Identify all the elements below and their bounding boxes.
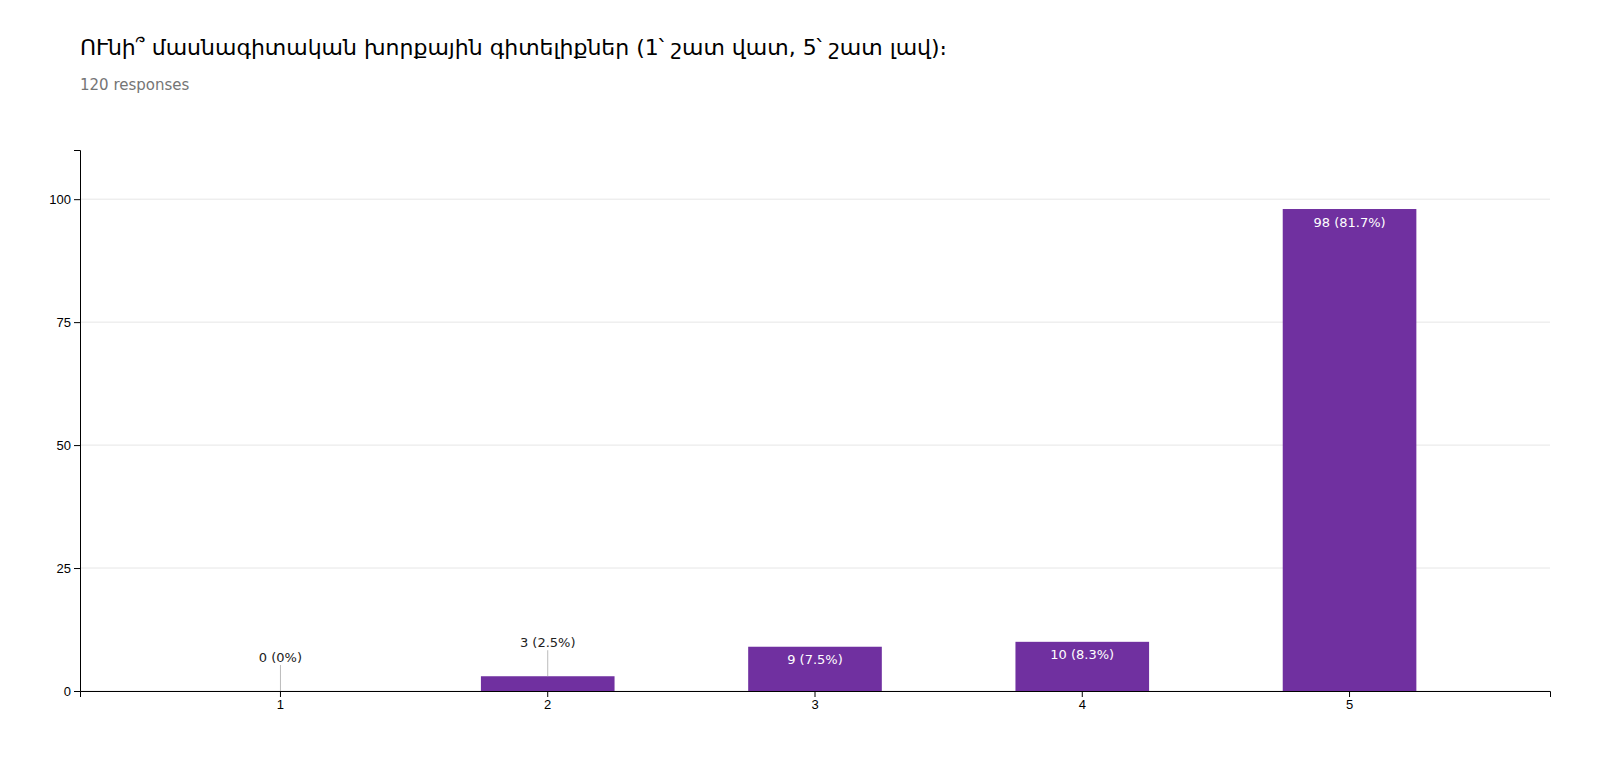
y-axis-line: [74, 151, 81, 692]
y-tick-label: 0: [64, 684, 71, 699]
data-labels: 0 (0%) 3 (2.5%) 9 (7.5%) 10 (8.3%) 98 (81.7%…: [259, 215, 1386, 691]
y-tick-label: 25: [57, 561, 71, 576]
y-tick: 100: [49, 192, 80, 207]
grid-line: [80, 199, 1550, 200]
data-label: 3 (2.5%): [520, 635, 576, 650]
y-tick-mark: [74, 445, 80, 446]
y-tick-mark: [74, 691, 80, 692]
x-tick-mark: [1082, 691, 1083, 697]
chart-svg: 0 25 50 75 100 1 2 3 4 5 0 (0%) 3 (2.5%) 9 (7.5%) 10 …: [0, 0, 1600, 761]
x-tick-mark: [280, 691, 281, 697]
y-tick: 0: [64, 684, 80, 699]
x-axis-line: [81, 692, 1551, 698]
x-tick-label: 5: [1346, 697, 1353, 712]
data-label: 9 (7.5%): [787, 652, 843, 667]
title: ՈՒնի՞ մասնագիտական խորքային գիտելիքներ (…: [80, 35, 947, 60]
x-tick-label: 2: [544, 697, 551, 712]
y-tick: 50: [57, 438, 80, 453]
subtitle: 120 responses: [80, 76, 190, 94]
label-connector: [280, 665, 281, 691]
x-axis: 1 2 3 4 5: [81, 691, 1551, 712]
x-tick-mark: [547, 691, 548, 697]
x-tick-label: 3: [811, 697, 818, 712]
x-tick-label: 1: [277, 697, 284, 712]
label-connector: [547, 650, 548, 676]
y-tick-label: 75: [57, 315, 71, 330]
data-label: 0 (0%): [259, 650, 302, 665]
bar: [481, 676, 615, 691]
y-tick: 75: [57, 315, 80, 330]
chart-container: 0 25 50 75 100 1 2 3 4 5 0 (0%) 3 (2.5%) 9 (7.5%) 10 …: [0, 0, 1600, 761]
x-tick-label: 4: [1079, 697, 1086, 712]
grid: [80, 199, 1550, 691]
y-axis: 0 25 50 75 100: [49, 151, 80, 699]
x-tick-mark: [1349, 691, 1350, 697]
x-tick: 4: [1079, 691, 1086, 712]
x-tick: 1: [277, 691, 284, 712]
x-tick: 3: [811, 691, 818, 712]
bar: [1015, 642, 1149, 691]
y-tick-mark: [74, 199, 80, 200]
x-tick: 5: [1346, 691, 1353, 712]
x-tick: 2: [544, 691, 551, 712]
bars: [481, 209, 1416, 691]
y-tick-mark: [74, 322, 80, 323]
x-tick-mark: [815, 691, 816, 697]
bar: [1283, 209, 1417, 691]
data-label: 98 (81.7%): [1313, 215, 1385, 230]
data-label: 10 (8.3%): [1050, 647, 1114, 662]
y-tick-label: 50: [57, 438, 71, 453]
bar: [748, 647, 882, 691]
y-tick-label: 100: [49, 192, 71, 207]
y-tick: 25: [57, 561, 80, 576]
y-tick-mark: [74, 568, 80, 569]
